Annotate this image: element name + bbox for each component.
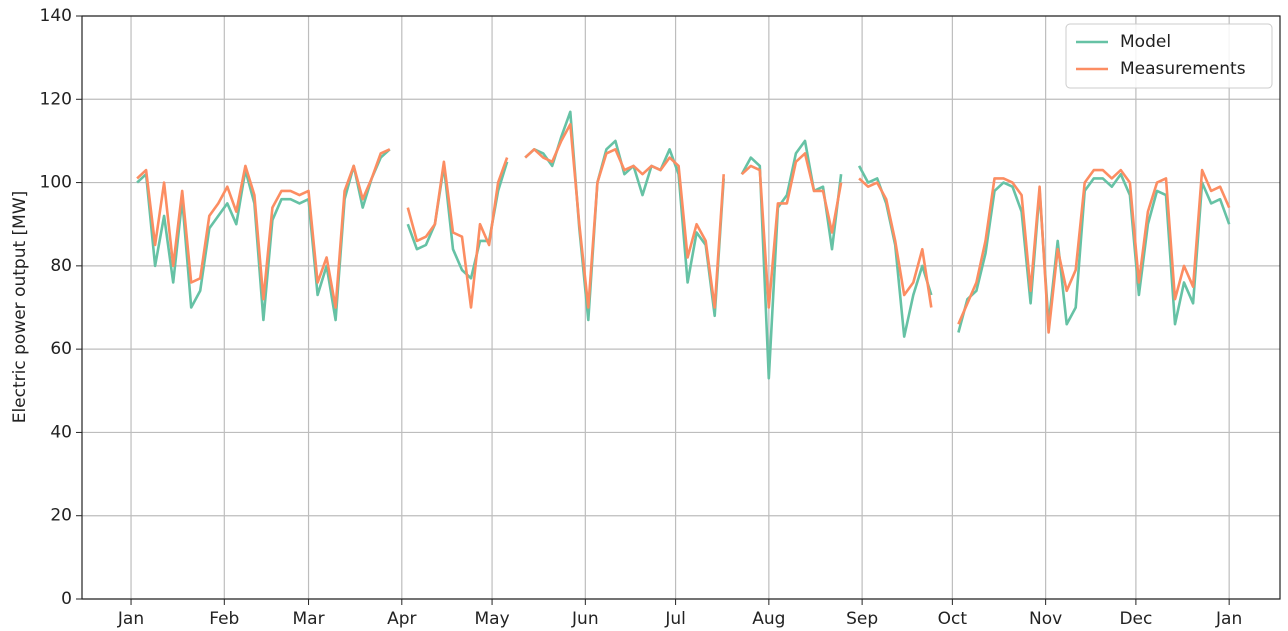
series-line <box>136 148 391 309</box>
series-line <box>957 172 1231 333</box>
x-tick-label: Mar <box>293 609 325 629</box>
x-tick-label: Oct <box>938 609 968 629</box>
series-line <box>858 177 933 308</box>
x-tick-label: May <box>474 609 509 629</box>
y-tick-label: 20 <box>50 506 72 526</box>
y-tick-label: 0 <box>61 589 72 609</box>
y-tick-label: 80 <box>50 256 72 276</box>
x-tick-label: Dec <box>1119 609 1152 629</box>
plot-frame <box>81 15 1281 600</box>
x-tick-label: Jan <box>1215 609 1242 629</box>
legend-box <box>1065 23 1273 89</box>
series-line <box>406 157 509 309</box>
y-axis-label: Electric power output [MW] <box>10 191 30 424</box>
series-line <box>524 123 725 309</box>
x-tick-label: Jan <box>117 609 144 629</box>
series-line <box>740 152 843 309</box>
legend-label: Model <box>1120 32 1171 52</box>
y-tick-label: 40 <box>50 422 72 442</box>
y-tick-label: 140 <box>40 6 72 26</box>
x-tick-label: Jun <box>571 609 599 629</box>
y-tick-label: 120 <box>40 89 72 109</box>
series-line <box>136 148 391 322</box>
x-tick-label: Apr <box>387 609 416 629</box>
x-tick-label: Sep <box>846 609 878 629</box>
y-tick-label: 100 <box>40 173 72 193</box>
series-line <box>524 110 725 322</box>
x-tick-label: Aug <box>752 609 785 629</box>
x-tick-label: Feb <box>209 609 239 629</box>
y-tick-label: 60 <box>50 339 72 359</box>
series-line <box>957 168 1231 334</box>
x-tick-label: Nov <box>1029 609 1062 629</box>
legend-label: Measurements <box>1120 59 1246 79</box>
x-tick-label: Jul <box>664 609 686 629</box>
